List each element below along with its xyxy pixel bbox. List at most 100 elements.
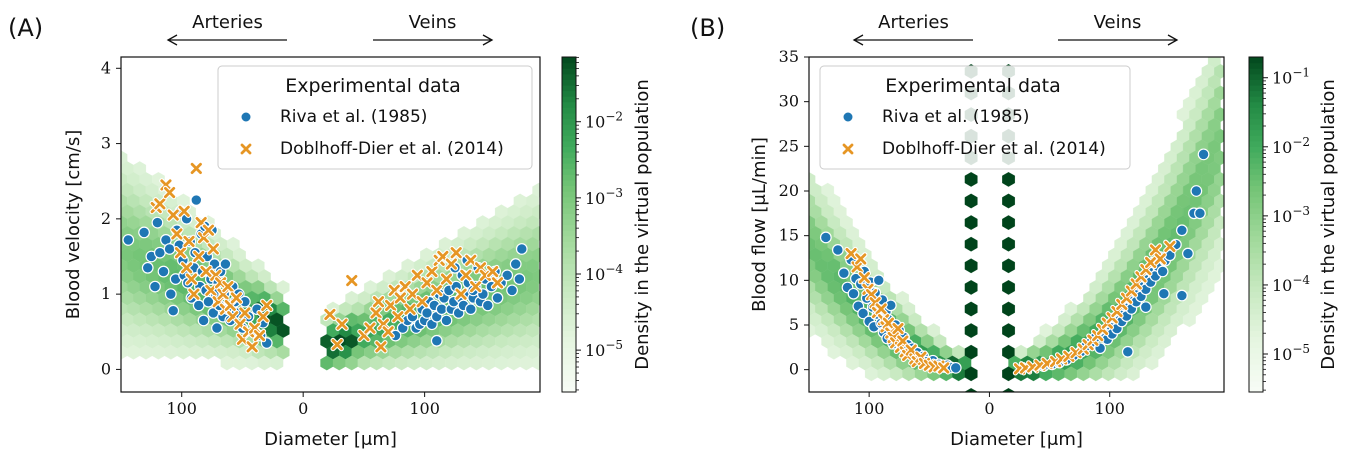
colorbar-tick-label: 10−4 <box>585 262 623 284</box>
hexbin <box>270 355 284 371</box>
y-tick-label: 0 <box>101 359 111 378</box>
colorbar-segment <box>1249 269 1263 276</box>
colorbar-segment <box>562 73 576 80</box>
arrow-head-left <box>852 34 864 46</box>
riva-point <box>831 244 844 256</box>
colorbar-segment <box>1249 302 1263 309</box>
y-tick-label: 2 <box>101 209 111 228</box>
colorbar-segment <box>562 124 576 131</box>
colorbar-segment <box>562 336 576 343</box>
doblhoff-point <box>331 338 343 351</box>
colorbar-segment <box>562 358 576 365</box>
doblhoff-point <box>193 250 205 263</box>
colorbar-segment <box>1249 246 1263 254</box>
colorbar-segment <box>1249 207 1263 214</box>
riva-point <box>138 226 150 239</box>
legend-riva-marker <box>240 111 252 123</box>
doblhoff-point <box>190 162 202 175</box>
colorbar-segment <box>562 269 576 276</box>
riva-point <box>515 243 528 255</box>
y-tick-label: 20 <box>779 181 799 200</box>
y-tick-label: 35 <box>779 47 799 66</box>
doblhoff-point <box>239 307 251 319</box>
colorbar-segment <box>562 319 576 326</box>
doblhoff-point <box>200 265 212 278</box>
doblhoff-point <box>253 329 266 342</box>
doblhoff-point <box>875 303 887 315</box>
colorbar-segment <box>562 352 576 360</box>
y-tick-label: 10 <box>779 270 799 289</box>
plot-frame <box>808 56 1225 393</box>
hexbin <box>1220 57 1221 58</box>
colorbar: 10−1 10−2 10−3 10−4 10−5 Density in the virtu… <box>1248 56 1339 393</box>
colorbar-segment <box>1249 336 1263 343</box>
colorbar-segment <box>1249 297 1263 304</box>
doblhoff-point <box>858 272 870 284</box>
colorbar-segment <box>562 68 576 75</box>
colorbar-tick-label: 10−3 <box>585 186 623 208</box>
doblhoff-point <box>178 205 190 217</box>
x-tick-label: 100 <box>166 399 197 418</box>
doblhoff-point <box>375 341 387 353</box>
colorbar-segment <box>562 79 576 86</box>
riva-point <box>151 216 164 229</box>
doblhoff-point <box>174 247 187 259</box>
riva-point <box>164 288 177 301</box>
colorbar-segment <box>1249 347 1263 354</box>
doblhoff-point <box>257 311 269 323</box>
doblhoff-point <box>392 311 404 323</box>
panel-label: (A) <box>8 14 43 42</box>
hexbin <box>1002 323 1015 338</box>
riva-point <box>157 265 170 278</box>
colorbar-segment <box>1249 96 1263 103</box>
colorbar-segment <box>1249 124 1263 131</box>
colorbar-segment <box>1249 258 1263 265</box>
colorbar-segment <box>1249 107 1263 114</box>
doblhoff-point <box>372 296 385 308</box>
colorbar-segment <box>562 386 576 393</box>
riva-point <box>122 234 135 246</box>
legend-box <box>819 65 1131 170</box>
doblhoff-point <box>185 273 198 285</box>
legend-riva-marker <box>842 111 854 123</box>
riva-point <box>153 246 166 259</box>
doblhoff-point <box>324 308 336 321</box>
colorbar-segment <box>1249 241 1263 248</box>
colorbar-segment <box>562 135 576 142</box>
colorbar-segment <box>562 285 576 293</box>
legend-title: Experimental data <box>885 75 1061 97</box>
colorbar-tick-label: 10−2 <box>585 110 623 132</box>
colorbar-segment <box>1249 313 1263 321</box>
riva-point <box>491 291 504 304</box>
doblhoff-point <box>230 292 242 304</box>
colorbar-segment <box>562 375 576 382</box>
colorbar-segment <box>562 302 576 309</box>
riva-point <box>513 273 526 285</box>
colorbar-segment <box>1249 263 1263 270</box>
doblhoff-point <box>171 228 183 240</box>
colorbar-segment <box>1249 380 1263 388</box>
colorbar-segment <box>562 96 576 103</box>
colorbar-segment <box>1249 218 1263 226</box>
colorbar-segment <box>562 325 576 332</box>
colorbar-segment <box>1249 202 1263 209</box>
colorbar-segment <box>562 241 576 248</box>
colorbar-segment <box>1249 285 1263 293</box>
doblhoff-point <box>382 326 394 338</box>
riva-point <box>141 261 154 274</box>
riva-point <box>1139 301 1152 314</box>
colorbar-tick-label: 10−3 <box>1272 204 1310 226</box>
colorbar-segment <box>1249 386 1263 393</box>
colorbar-segment <box>1249 213 1263 220</box>
doblhoff-point <box>1149 244 1162 256</box>
riva-point <box>1175 224 1188 237</box>
arteries-label: Arteries <box>878 12 949 33</box>
veins-label: Veins <box>409 12 457 33</box>
doblhoff-point <box>460 269 472 281</box>
colorbar-segment <box>1249 84 1263 92</box>
colorbar-segment <box>562 57 576 64</box>
colorbar-segment <box>562 84 576 92</box>
riva-point <box>197 314 210 327</box>
colorbar-segment <box>1249 330 1263 337</box>
